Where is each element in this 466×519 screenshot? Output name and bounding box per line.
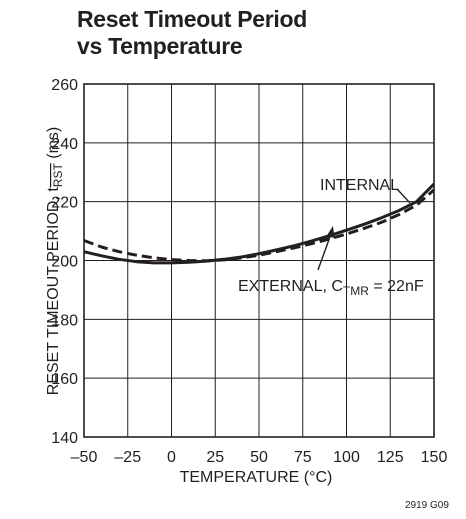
y-axis-label: RESET TIMEOUT PERIOD, tRST (ms) bbox=[45, 127, 65, 395]
internal-series-label: INTERNAL bbox=[320, 177, 399, 194]
x-tick-label: –25 bbox=[114, 449, 141, 466]
external-label-leader bbox=[317, 233, 332, 271]
external-label-arrowhead bbox=[326, 226, 335, 238]
figure-id: 2919 G09 bbox=[405, 500, 449, 511]
x-tick-label: 50 bbox=[250, 449, 268, 466]
y-axis-label-suffix: (ms) bbox=[45, 127, 62, 163]
internal-series-line bbox=[83, 182, 436, 265]
y-tick-label: 260 bbox=[51, 77, 78, 94]
y-tick-label: 140 bbox=[51, 430, 78, 447]
y-tick-label: 180 bbox=[51, 312, 78, 329]
y-tick-label: 220 bbox=[51, 195, 78, 212]
x-tick-label: 100 bbox=[333, 449, 360, 466]
y-axis-label-prefix: RESET TIMEOUT PERIOD, t bbox=[45, 187, 62, 396]
x-tick-label: 0 bbox=[167, 449, 176, 466]
grid bbox=[84, 84, 434, 437]
x-tick-label: 75 bbox=[294, 449, 312, 466]
y-tick-label: 240 bbox=[51, 136, 78, 153]
external-series-line bbox=[83, 188, 435, 263]
y-tick-label: 200 bbox=[51, 254, 78, 271]
external-label-subscript: TMR bbox=[343, 284, 369, 298]
y-tick-labels: 140 160 180 200 220 240 260 bbox=[51, 77, 78, 447]
external-label-main: EXTERNAL, C bbox=[238, 278, 343, 295]
external-label-suffix: = 22nF bbox=[369, 278, 424, 295]
line-chart: 140 160 180 200 220 240 260 –50 –25 0 25 50 75 100 12… bbox=[45, 77, 448, 486]
chart-title-line-2: vs Temperature bbox=[77, 33, 243, 59]
external-series-label: EXTERNAL, CTMR = 22nF bbox=[238, 278, 424, 298]
y-axis-label-subscript: RST bbox=[51, 163, 65, 188]
x-tick-label: 25 bbox=[206, 449, 224, 466]
series-lines bbox=[83, 182, 436, 265]
chart-title: Reset Timeout Period vs Temperature bbox=[77, 6, 307, 60]
x-tick-label: –50 bbox=[71, 449, 98, 466]
x-axis-label: TEMPERATURE (°C) bbox=[180, 469, 333, 486]
x-tick-label: 150 bbox=[421, 449, 448, 466]
plot-frame bbox=[83, 83, 435, 438]
chart-title-line-1: Reset Timeout Period bbox=[77, 6, 308, 32]
y-tick-label: 160 bbox=[51, 371, 78, 388]
internal-label-leader bbox=[396, 188, 411, 204]
x-tick-label: 125 bbox=[377, 449, 404, 466]
x-tick-labels: –50 –25 0 25 50 75 100 125 150 bbox=[71, 449, 448, 466]
